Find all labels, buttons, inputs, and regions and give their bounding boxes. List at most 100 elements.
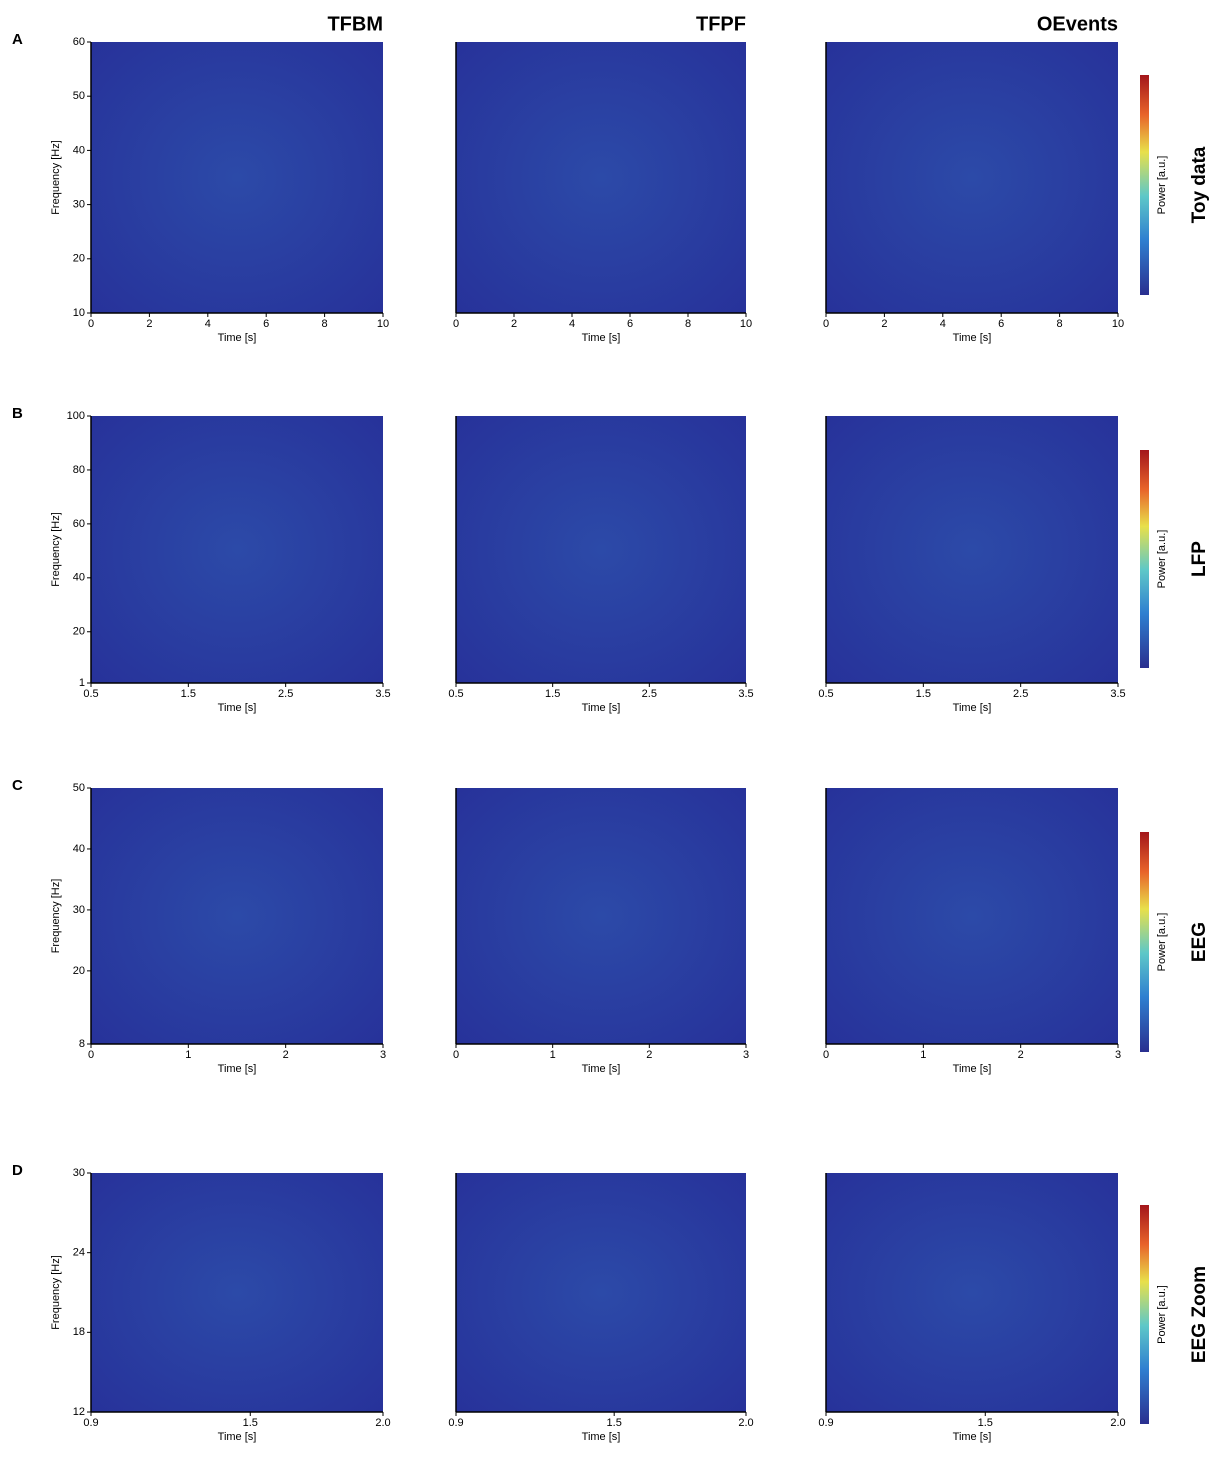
y-tick-label: 80 — [73, 464, 85, 476]
x-axis-label: Time [s] — [953, 1063, 992, 1075]
x-tick-label: 3 — [743, 1049, 749, 1061]
heatmap — [826, 416, 1118, 683]
heatmap — [91, 1173, 383, 1412]
x-tick-label: 2.0 — [375, 1417, 390, 1429]
x-tick-label: 1 — [920, 1049, 926, 1061]
y-tick-label: 60 — [73, 36, 85, 48]
colorbar — [1140, 450, 1149, 668]
heatmap — [91, 416, 383, 683]
y-tick-label: 40 — [73, 843, 85, 855]
row-label: EEG Zoom — [1189, 1266, 1210, 1363]
x-tick-label: 1.5 — [978, 1417, 993, 1429]
x-tick-label: 8 — [685, 318, 691, 330]
row-label: LFP — [1189, 541, 1210, 577]
x-tick-label: 1.5 — [181, 688, 196, 700]
x-tick-label: 2.5 — [1013, 688, 1028, 700]
x-tick-label: 0.9 — [448, 1417, 463, 1429]
y-tick-label: 1 — [79, 677, 85, 689]
y-tick-label: 100 — [67, 410, 85, 422]
colorbar — [1140, 832, 1149, 1052]
x-tick-label: 2 — [146, 318, 152, 330]
heatmap — [456, 1173, 746, 1412]
y-tick-label: 60 — [73, 518, 85, 530]
y-tick-label: 24 — [73, 1247, 85, 1259]
panel-letter: A — [12, 31, 23, 48]
x-tick-label: 3 — [380, 1049, 386, 1061]
column-title: OEvents — [1037, 13, 1118, 35]
column-title: TFBM — [327, 13, 383, 35]
heatmap — [91, 42, 383, 313]
x-tick-label: 2 — [1018, 1049, 1024, 1061]
x-tick-label: 0 — [88, 1049, 94, 1061]
x-tick-label: 6 — [627, 318, 633, 330]
x-axis-label: Time [s] — [582, 332, 621, 344]
y-tick-label: 50 — [73, 90, 85, 102]
x-tick-label: 0.5 — [83, 688, 98, 700]
colorbar-label: Power [a.u.] — [1156, 1285, 1168, 1344]
x-tick-label: 0.5 — [818, 688, 833, 700]
x-tick-label: 0.5 — [448, 688, 463, 700]
heatmap — [456, 788, 746, 1044]
heatmap — [456, 42, 746, 313]
panel-letter: D — [12, 1162, 23, 1179]
y-tick-label: 30 — [73, 1167, 85, 1179]
x-tick-label: 0 — [823, 318, 829, 330]
heatmap — [826, 1173, 1118, 1412]
y-tick-label: 20 — [73, 253, 85, 265]
x-tick-label: 2.0 — [1110, 1417, 1125, 1429]
x-tick-label: 1.5 — [607, 1417, 622, 1429]
x-tick-label: 0 — [453, 318, 459, 330]
x-tick-label: 8 — [322, 318, 328, 330]
x-axis-label: Time [s] — [582, 1431, 621, 1443]
x-tick-label: 1.5 — [545, 688, 560, 700]
x-tick-label: 3 — [1115, 1049, 1121, 1061]
x-tick-label: 2 — [511, 318, 517, 330]
x-tick-label: 2.0 — [738, 1417, 753, 1429]
x-tick-label: 2 — [646, 1049, 652, 1061]
colorbar-label: Power [a.u.] — [1156, 156, 1168, 215]
colorbar — [1140, 75, 1149, 295]
y-tick-label: 20 — [73, 626, 85, 638]
panel-letter: C — [12, 777, 23, 794]
colorbar-label: Power [a.u.] — [1156, 530, 1168, 589]
x-tick-label: 6 — [998, 318, 1004, 330]
row-label: EEG — [1189, 922, 1210, 962]
column-title: TFPF — [696, 13, 746, 35]
x-tick-label: 6 — [263, 318, 269, 330]
x-axis-label: Time [s] — [953, 702, 992, 714]
y-axis-label: Frequency [Hz] — [50, 879, 62, 954]
x-tick-label: 2 — [283, 1049, 289, 1061]
x-tick-label: 4 — [940, 318, 946, 330]
x-axis-label: Time [s] — [218, 1063, 257, 1075]
x-tick-label: 0 — [823, 1049, 829, 1061]
heatmap — [456, 416, 746, 683]
x-tick-label: 4 — [569, 318, 575, 330]
y-tick-label: 30 — [73, 904, 85, 916]
y-tick-label: 40 — [73, 572, 85, 584]
x-tick-label: 10 — [377, 318, 389, 330]
x-tick-label: 0 — [88, 318, 94, 330]
x-tick-label: 2.5 — [642, 688, 657, 700]
x-tick-label: 1.5 — [243, 1417, 258, 1429]
x-tick-label: 2.5 — [278, 688, 293, 700]
y-axis-label: Frequency [Hz] — [50, 1255, 62, 1330]
x-tick-label: 8 — [1057, 318, 1063, 330]
y-tick-label: 12 — [73, 1406, 85, 1418]
x-tick-label: 4 — [205, 318, 211, 330]
heatmap — [91, 788, 383, 1044]
figure: TFBMTFPFOEventsAPower [a.u.]Toy dataBPow… — [0, 0, 1214, 1483]
y-tick-label: 10 — [73, 307, 85, 319]
y-tick-label: 18 — [73, 1326, 85, 1338]
y-tick-label: 8 — [79, 1038, 85, 1050]
y-tick-label: 30 — [73, 199, 85, 211]
colorbar-label: Power [a.u.] — [1156, 913, 1168, 972]
y-axis-label: Frequency [Hz] — [50, 140, 62, 215]
panel-letter: B — [12, 405, 23, 422]
x-axis-label: Time [s] — [218, 702, 257, 714]
x-axis-label: Time [s] — [582, 1063, 621, 1075]
heatmap — [826, 42, 1118, 313]
x-axis-label: Time [s] — [218, 332, 257, 344]
x-tick-label: 1 — [185, 1049, 191, 1061]
y-tick-label: 50 — [73, 782, 85, 794]
x-tick-label: 0.9 — [83, 1417, 98, 1429]
